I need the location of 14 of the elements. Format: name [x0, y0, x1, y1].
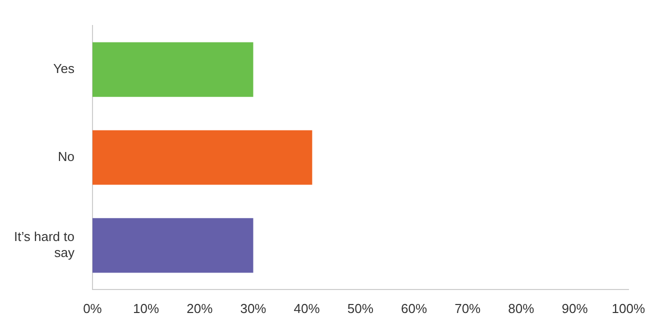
x-tick-label: 90%	[562, 300, 588, 316]
x-tick-label: 80%	[508, 300, 535, 316]
x-tick-label: 50%	[347, 300, 374, 316]
y-tick-label: Yes	[53, 61, 75, 76]
y-tick-label: It’s hard to say	[14, 229, 75, 260]
x-tick-label: 40%	[294, 300, 320, 316]
x-tick-label: 20%	[186, 300, 214, 316]
x-tick-label: 70%	[454, 300, 482, 316]
x-tick-label: 60%	[400, 300, 428, 316]
x-tick-label: 0%	[83, 300, 102, 316]
x-tick-label: 10%	[133, 300, 160, 316]
x-tick-label: 30%	[240, 300, 267, 316]
y-tick-label: No	[58, 149, 74, 164]
x-tick-label: 100%	[612, 300, 646, 316]
